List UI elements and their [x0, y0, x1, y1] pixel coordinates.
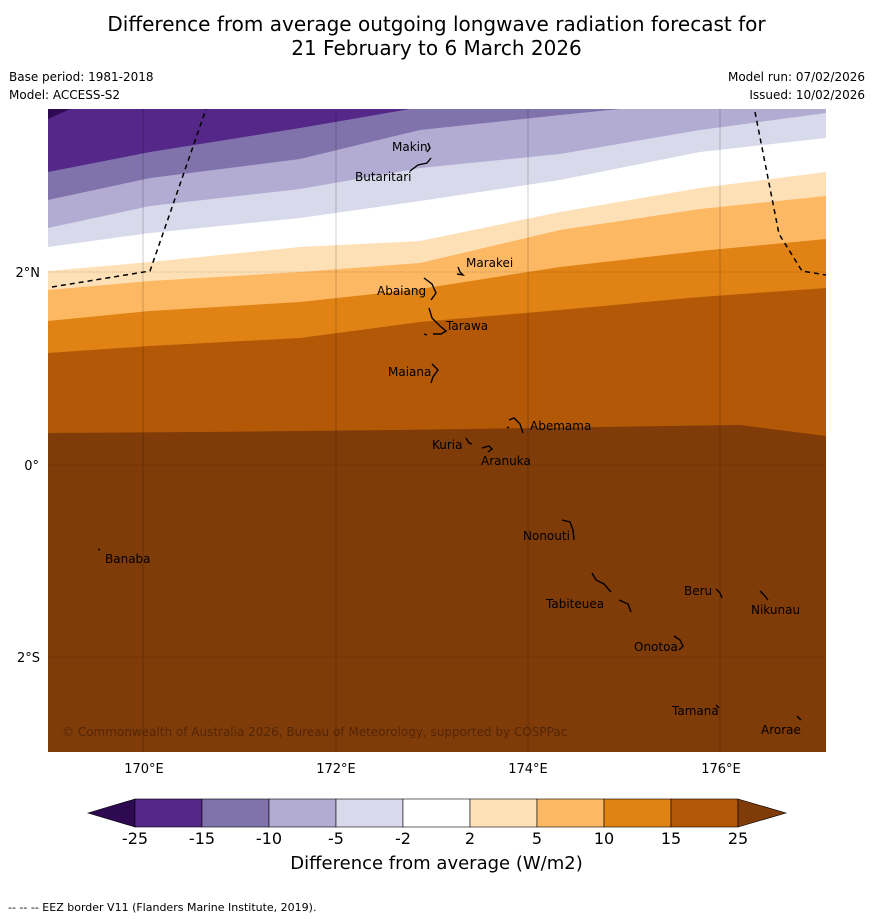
- colorbar: -25 -15 -10 -5 -2 2 5 10 15 25: [86, 798, 788, 848]
- colorbar-tick-8: 10: [594, 829, 614, 848]
- island-shape-marakei: [456, 266, 466, 277]
- colorbar-extend-high: [737, 798, 788, 828]
- model-name: Model: ACCESS-S2: [9, 88, 121, 102]
- map-title-line1: Difference from average outgoing longwav…: [107, 12, 766, 36]
- model-run: Model run: 07/02/2026: [727, 70, 865, 84]
- island-label-onotoa: Onotoa: [634, 640, 678, 654]
- island-shape-makin: [426, 142, 431, 153]
- issued-date: Issued: 10/02/2026: [749, 88, 865, 102]
- island-label-maiana: Maiana: [388, 365, 431, 379]
- colorbar-tick-6: 2: [465, 829, 475, 848]
- island-label-aranuka: Aranuka: [481, 454, 531, 468]
- island-label-abemama: Abemama: [530, 419, 591, 433]
- colorbar-tick-7: 5: [532, 829, 542, 848]
- eez-border-west: [51, 109, 207, 288]
- graticule: [48, 109, 826, 752]
- colorbar-tick-2: -15: [189, 829, 215, 848]
- colorbar-title: Difference from average (W/m2): [290, 853, 583, 874]
- island-shape-abemama: [506, 417, 524, 434]
- island-shape-tabiteuea: [591, 572, 632, 613]
- island-labels: Makin Butaritari Marakei Abaiang Tarawa …: [105, 140, 801, 737]
- island-shape-onotoa: [673, 635, 684, 651]
- map-title-line2: 21 February to 6 March 2026: [291, 36, 582, 60]
- eez-border: [51, 109, 826, 288]
- colorbar-swatch-2: [201, 798, 270, 828]
- island-label-nonouti: Nonouti: [523, 529, 570, 543]
- island-shape-butaritari: [409, 157, 432, 172]
- colorbar-ticks: -25 -15 -10 -5 -2 2 5 10 15 25: [122, 829, 748, 848]
- colorbar-swatch-1: [134, 798, 203, 828]
- island-label-abaiang: Abaiang: [377, 284, 426, 298]
- colorbar-swatch-6: [469, 798, 538, 828]
- island-label-tarawa: Tarawa: [445, 319, 488, 333]
- colorbar-swatch-4: [335, 798, 404, 828]
- island-shape-maiana: [430, 363, 439, 384]
- lon-label-174e: 174°E: [508, 762, 548, 777]
- copyright-notice: © Commonwealth of Australia 2026, Bureau…: [62, 725, 567, 739]
- island-outlines: [97, 142, 802, 721]
- colorbar-swatch-3: [268, 798, 337, 828]
- colorbar-tick-5: -2: [395, 829, 411, 848]
- band-below-minus25: [48, 109, 70, 119]
- island-label-marakei: Marakei: [466, 256, 513, 270]
- island-label-tamana: Tamana: [671, 704, 719, 718]
- lon-label-170e: 170°E: [124, 762, 164, 777]
- map-title: Difference from average outgoing longwav…: [0, 12, 873, 60]
- band-minus15-minus25: [48, 109, 410, 172]
- colorbar-swatch-5: [402, 798, 471, 828]
- base-period: Base period: 1981-2018: [9, 70, 154, 84]
- colorbar-swatch-7: [536, 798, 605, 828]
- island-label-makin: Makin: [392, 140, 428, 154]
- island-shape-nonouti: [561, 519, 575, 541]
- island-label-butaritari: Butaritari: [355, 170, 412, 184]
- colorbar-extend-low: [86, 798, 136, 828]
- colorbar-swatch-9: [670, 798, 739, 828]
- island-shape-arorae: [796, 715, 802, 721]
- colorbar-swatch-8: [603, 798, 672, 828]
- island-shape-aranuka: [481, 445, 494, 453]
- island-shape-tarawa: [423, 307, 448, 336]
- colorbar-tick-1: -25: [122, 829, 148, 848]
- colorbar-tick-4: -5: [328, 829, 344, 848]
- island-label-banaba: Banaba: [105, 552, 151, 566]
- island-shape-nikunau: [759, 590, 769, 601]
- island-shape-abaiang: [423, 277, 437, 301]
- axis-labels: 170°E 172°E 174°E 176°E 2°N 0° 2°S: [16, 266, 741, 777]
- island-label-kuria: Kuria: [432, 438, 463, 452]
- eez-legend-footer: -- -- -- EEZ border V11 (Flanders Marine…: [8, 901, 317, 914]
- colorbar-tick-10: 25: [728, 829, 748, 848]
- island-shape-beru: [715, 588, 723, 599]
- lon-label-172e: 172°E: [316, 762, 356, 777]
- island-shape-tamana: [715, 704, 720, 709]
- island-shape-banaba: [97, 548, 101, 551]
- island-label-beru: Beru: [684, 584, 712, 598]
- lat-label-2n: 2°N: [16, 266, 41, 281]
- island-shape-kuria: [465, 437, 473, 445]
- lon-label-176e: 176°E: [701, 762, 741, 777]
- island-label-arorae: Arorae: [761, 723, 801, 737]
- lat-label-2s: 2°S: [17, 651, 40, 666]
- lat-label-0: 0°: [24, 459, 39, 474]
- island-label-tabiteuea: Tabiteuea: [545, 597, 604, 611]
- colorbar-tick-3: -10: [256, 829, 282, 848]
- colorbar-tick-9: 15: [661, 829, 681, 848]
- olr-anomaly-field: Makin Butaritari Marakei Abaiang Tarawa …: [48, 109, 826, 752]
- island-label-nikunau: Nikunau: [751, 603, 800, 617]
- eez-border-east: [754, 111, 826, 276]
